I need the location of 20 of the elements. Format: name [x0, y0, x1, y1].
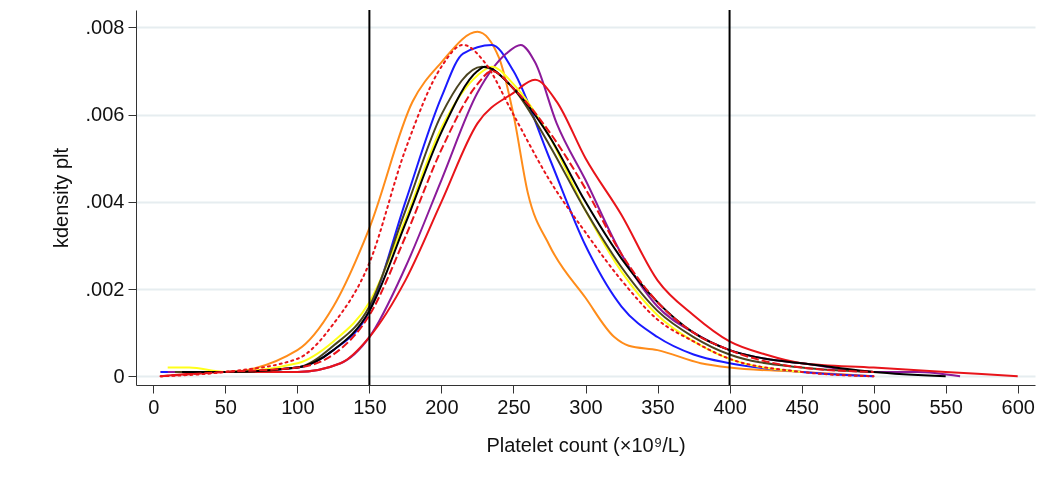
y-tick-label: .004 [85, 190, 125, 213]
y-tick-label: 0 [113, 364, 125, 387]
x-tick-label: 100 [281, 395, 315, 418]
y-axis-title: kdensity plt [49, 147, 72, 249]
x-tick-label: 550 [929, 395, 963, 418]
x-tick-label: 200 [425, 395, 459, 418]
y-tick-label: .002 [85, 277, 125, 300]
x-tick-label: 450 [785, 395, 819, 418]
x-tick-label: 250 [497, 395, 531, 418]
x-tick-label: 50 [214, 395, 237, 418]
x-tick-label: 150 [353, 395, 387, 418]
x-tick-label: 600 [1001, 395, 1035, 418]
y-tick-label: .006 [85, 103, 125, 126]
x-tick-label: 500 [857, 395, 891, 418]
x-tick-label: 300 [569, 395, 603, 418]
x-tick-label: 350 [641, 395, 675, 418]
x-tick-label: 0 [148, 395, 160, 418]
x-tick-label: 400 [713, 395, 747, 418]
y-tick-label: .008 [85, 15, 125, 38]
x-axis-title: Platelet count (×10⁹/L) [486, 433, 686, 456]
